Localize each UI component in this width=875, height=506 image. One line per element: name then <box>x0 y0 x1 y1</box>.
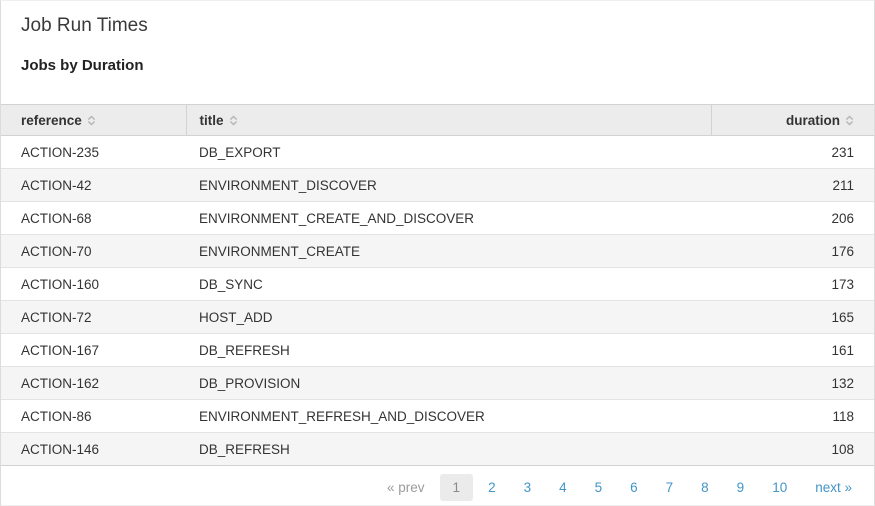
table-row: ACTION-68 ENVIRONMENT_CREATE_AND_DISCOVER… <box>1 201 874 235</box>
sort-toggle-icon <box>87 115 95 125</box>
pagination-page-3[interactable]: 3 <box>523 480 532 495</box>
table-body: ACTION-235 DB_EXPORT 231 ACTION-42 ENVIRONME… <box>1 136 874 466</box>
row-cell-duration: 118 <box>711 399 874 433</box>
pagination-page-7[interactable]: 7 <box>665 480 674 495</box>
row-cell-reference: ACTION-68 <box>1 201 186 235</box>
row-cell-duration: 211 <box>711 168 874 202</box>
row-cell-title: ENVIRONMENT_CREATE_AND_DISCOVER <box>186 201 711 235</box>
pagination-page-2[interactable]: 2 <box>488 480 496 495</box>
table-row: ACTION-146 DB_REFRESH 108 <box>1 432 874 466</box>
row-cell-duration: 176 <box>711 234 874 268</box>
column-header-title[interactable]: title <box>185 104 711 136</box>
row-cell-title: DB_PROVISION <box>186 366 711 400</box>
row-cell-reference: ACTION-160 <box>1 267 186 301</box>
pagination: « prev 1 2 3 4 5 6 7 8 9 10 next » <box>1 466 874 506</box>
row-cell-title: ENVIRONMENT_REFRESH_AND_DISCOVER <box>186 399 711 433</box>
table-row: ACTION-72 HOST_ADD 165 <box>1 300 874 334</box>
row-cell-duration: 132 <box>711 366 874 400</box>
row-cell-duration: 161 <box>711 333 874 367</box>
table-row: ACTION-70 ENVIRONMENT_CREATE 176 <box>1 234 874 268</box>
pagination-page-5[interactable]: 5 <box>594 480 603 495</box>
row-cell-reference: ACTION-70 <box>1 234 186 268</box>
row-cell-duration: 206 <box>711 201 874 235</box>
pagination-page-4[interactable]: 4 <box>559 480 567 495</box>
row-cell-duration: 173 <box>711 267 874 301</box>
row-cell-reference: ACTION-235 <box>21 144 100 160</box>
sort-toggle-icon <box>846 115 853 125</box>
column-label-reference: reference <box>21 112 82 128</box>
row-cell-reference: ACTION-162 <box>1 366 186 400</box>
table-row: ACTION-167 DB_REFRESH 161 <box>1 333 874 367</box>
row-cell-reference: ACTION-72 <box>1 300 186 334</box>
table-row: ACTION-235 DB_EXPORT 231 <box>1 136 874 169</box>
column-label-title: title <box>199 112 224 128</box>
pagination-prev-link[interactable]: « prev <box>387 480 425 495</box>
row-cell-title: ENVIRONMENT_DISCOVER <box>186 168 711 202</box>
jobs-table: reference title duration ACTION-235 DB_EX… <box>1 104 874 466</box>
column-header-reference[interactable]: reference <box>1 104 186 136</box>
row-cell-title: DB_SYNC <box>186 267 711 301</box>
pagination-page-6[interactable]: 6 <box>630 480 638 495</box>
column-label-duration: duration <box>786 112 840 128</box>
row-cell-reference: ACTION-42 <box>1 168 186 202</box>
table-row: ACTION-86 ENVIRONMENT_REFRESH_AND_DISCOVE… <box>1 399 874 433</box>
sort-toggle-icon <box>229 115 237 125</box>
row-cell-reference: ACTION-167 <box>1 333 186 367</box>
section-title: Jobs by Duration <box>21 57 144 74</box>
table-row: ACTION-160 DB_SYNC 173 <box>1 267 874 301</box>
row-cell-title: ENVIRONMENT_CREATE <box>186 234 711 268</box>
table-row: ACTION-162 DB_PROVISION 132 <box>1 366 874 400</box>
row-cell-reference: ACTION-146 <box>1 432 186 466</box>
page-title: Job Run Times <box>21 15 148 36</box>
pagination-page-8[interactable]: 8 <box>701 480 709 495</box>
row-cell-reference: ACTION-86 <box>1 399 186 433</box>
row-cell-duration: 165 <box>711 300 874 334</box>
row-cell-title: DB_REFRESH <box>186 333 711 367</box>
row-cell-duration: 231 <box>831 144 854 160</box>
row-cell-duration: 108 <box>711 432 874 466</box>
table-row: ACTION-42 ENVIRONMENT_DISCOVER 211 <box>1 168 874 202</box>
table-header-row: reference title duration <box>1 104 874 136</box>
row-cell-title: DB_EXPORT <box>199 144 281 160</box>
pagination-page-current[interactable]: 1 <box>439 474 474 501</box>
row-cell-title: DB_REFRESH <box>186 432 711 466</box>
row-cell-title: HOST_ADD <box>186 300 711 334</box>
column-header-duration[interactable]: duration <box>710 104 874 136</box>
panel-header: Job Run Times Jobs by Duration <box>1 1 874 75</box>
pagination-next-link[interactable]: next » <box>815 480 852 495</box>
pagination-page-10[interactable]: 10 <box>772 480 788 495</box>
pagination-page-9[interactable]: 9 <box>736 480 745 495</box>
